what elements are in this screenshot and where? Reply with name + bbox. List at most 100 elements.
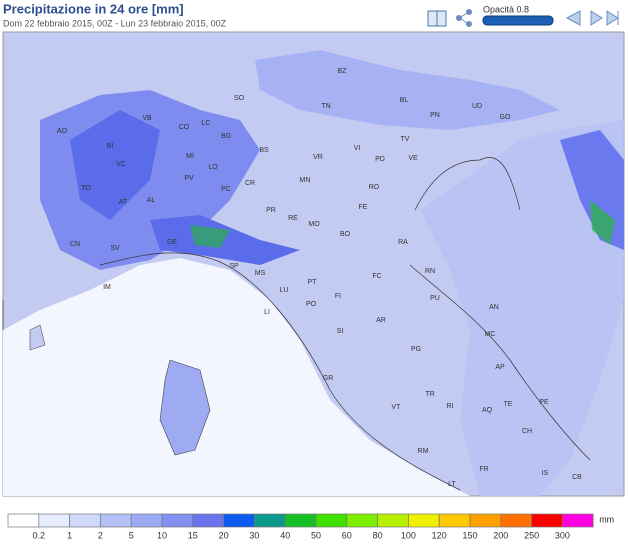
legend-label: 50 [311, 530, 321, 540]
province-label: MC [485, 331, 496, 338]
legend-label: 300 [555, 530, 570, 540]
legend-label: 15 [188, 530, 198, 540]
province-label: CO [179, 124, 190, 131]
province-label: FI [335, 293, 341, 300]
province-label: SV [110, 245, 120, 252]
province-label: TE [504, 401, 513, 408]
province-label: TR [425, 391, 434, 398]
province-label: RI [447, 403, 454, 410]
subtitle: Dom 22 febbraio 2015, 00Z - Lun 23 febbr… [3, 18, 227, 28]
legend-swatch [130, 513, 163, 528]
province-label: RA [398, 239, 408, 246]
province-label: SO [234, 95, 245, 102]
province-label: SI [337, 328, 344, 335]
legend-swatch [562, 513, 594, 528]
opacity-label: Opacità 0.8 [483, 4, 529, 14]
province-label: CB [572, 474, 582, 481]
province-label: RM [418, 448, 429, 455]
legend-swatch [346, 513, 378, 528]
province-label: BI [107, 143, 114, 150]
legend-label: 5 [129, 530, 134, 540]
province-label: VT [392, 404, 402, 411]
province-label: BO [340, 231, 351, 238]
legend-label: 40 [280, 530, 290, 540]
legend-label: 30 [249, 530, 259, 540]
province-label: CH [522, 428, 532, 435]
legend-label: 120 [432, 530, 447, 540]
province-label: TN [321, 103, 330, 110]
province-label: UD [472, 103, 482, 110]
province-label: LU [280, 287, 289, 294]
province-label: FR [479, 466, 488, 473]
legend-label: 250 [524, 530, 539, 540]
legend-label: 10 [157, 530, 167, 540]
province-label: PE [539, 399, 549, 406]
legend-swatch [161, 513, 194, 528]
province-label: RO [369, 184, 380, 191]
province-label: FC [372, 273, 381, 280]
province-label: IS [542, 470, 549, 477]
legend-unit: mm [599, 514, 614, 524]
province-label: VB [142, 115, 152, 122]
province-label: MO [308, 221, 320, 228]
play-button[interactable] [590, 10, 603, 26]
province-label: FE [359, 204, 368, 211]
prev-button[interactable] [565, 10, 581, 26]
province-label: GO [500, 114, 511, 121]
province-label: LT [448, 481, 456, 488]
province-label: PD [375, 156, 385, 163]
province-label: AP [495, 364, 505, 371]
next-button[interactable] [606, 10, 619, 26]
province-label: VR [313, 154, 323, 161]
province-label: AN [489, 304, 499, 311]
legend-swatch [500, 513, 532, 528]
province-label: LO [208, 164, 218, 171]
legend-swatch [469, 513, 502, 528]
province-label: CN [70, 241, 80, 248]
legend: 0.2 1 2 5 10 15 20 30 40 50 60 80 100 120 150 200 250 300… [7, 513, 614, 540]
province-label: AL [147, 197, 156, 204]
province-label: BL [400, 97, 409, 104]
province-labels: BZ TN BL PN UD GO SO VB CO LC BG AO BI VC MI LO PV PC CR BS… [57, 68, 582, 488]
legend-swatch [408, 513, 440, 528]
province-label: RN [425, 268, 435, 275]
province-label: BS [259, 147, 269, 154]
province-label: LC [202, 120, 211, 127]
province-label: PO [306, 301, 317, 308]
province-label: BZ [338, 68, 348, 75]
province-label: GE [167, 239, 177, 246]
title: Precipitazione in 24 ore [mm] [3, 1, 184, 16]
legend-label: 200 [493, 530, 508, 540]
legend-swatch [438, 513, 471, 528]
legend-swatch [100, 513, 132, 528]
province-label: AR [376, 317, 386, 324]
legend-label: 60 [342, 530, 352, 540]
province-label: VI [354, 145, 361, 152]
province-label: PG [411, 346, 421, 353]
legend-swatch [377, 513, 409, 528]
province-label: CR [245, 180, 255, 187]
legend-swatch [315, 513, 348, 528]
legend-swatch [223, 513, 255, 528]
legend-swatch [7, 513, 40, 528]
province-label: GR [323, 375, 334, 382]
legend-swatch [69, 513, 101, 528]
province-label: PN [430, 112, 440, 119]
legend-swatch [284, 513, 317, 528]
province-label: PT [308, 279, 318, 286]
legend-swatch [192, 513, 224, 528]
province-label: LI [264, 309, 270, 316]
province-label: IM [103, 284, 111, 291]
province-label: TO [81, 185, 91, 192]
share-icon[interactable] [456, 9, 472, 27]
legend-label: 80 [373, 530, 383, 540]
legend-label: 2 [98, 530, 103, 540]
opacity-slider[interactable] [482, 15, 554, 26]
province-label: MI [186, 153, 194, 160]
province-label: VE [408, 155, 418, 162]
province-label: VC [116, 161, 126, 168]
legend-label: 100 [401, 530, 416, 540]
province-label: RE [288, 215, 298, 222]
book-icon[interactable] [427, 10, 447, 27]
